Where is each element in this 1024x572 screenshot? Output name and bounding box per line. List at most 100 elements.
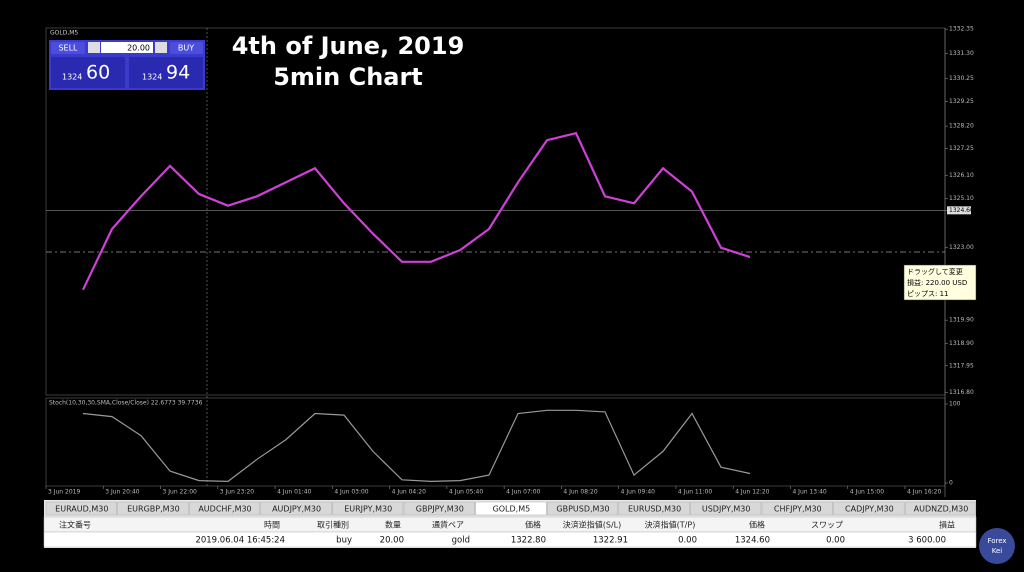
table-header: 決済指値(T/P) [645, 520, 696, 530]
x-tick-label: 3 Jun 22:00 [163, 489, 197, 496]
ask-box[interactable] [129, 57, 203, 88]
tab[interactable] [546, 501, 619, 516]
trade-panel: SELL 20.00 BUY 1324 60 1324 94 [49, 40, 205, 90]
tab[interactable] [260, 501, 332, 516]
bid-box[interactable] [51, 57, 125, 88]
x-tick-label: 4 Jun 03:00 [334, 489, 368, 496]
x-tick-label: 4 Jun 11:00 [678, 489, 712, 496]
tab-label: GBPUSD,M30 [556, 505, 609, 514]
table-header: 決済逆指値(S/L) [563, 520, 621, 530]
tab[interactable] [188, 501, 261, 516]
y-tick-label: 1319.90 [949, 317, 974, 324]
x-tick-label: 4 Jun 12:20 [735, 489, 769, 496]
logo-text: Kei [992, 547, 1003, 555]
x-tick-label: 3 Jun 20:40 [105, 489, 139, 496]
tab-label: AUDNZD,M30 [914, 505, 969, 514]
tab[interactable] [332, 501, 404, 516]
tab-label: CADJPY,M30 [845, 505, 894, 514]
sell-label: SELL [58, 44, 78, 53]
x-tick-label: 4 Jun 05:40 [449, 489, 483, 496]
moving-average-line [82, 131, 751, 291]
x-tick-label: 3 Jun 2019 [48, 489, 80, 496]
tab-label: EURGBP,M30 [127, 505, 180, 514]
y-tick-label: 0 [949, 480, 953, 487]
table-header: 価格 [525, 520, 541, 530]
x-tick-label: 4 Jun 09:40 [621, 489, 655, 496]
indicator-title: Stoch(10,30,30,SMA,Close/Close) 22.6773 … [49, 400, 203, 407]
table-cell: 1322.91 [593, 536, 628, 546]
overlay-subtitle: 5min Chart [273, 63, 423, 91]
sell-button[interactable] [51, 42, 85, 54]
tab-label: GBPJPY,M30 [416, 505, 464, 514]
tab-label: USDJPY,M30 [702, 505, 751, 514]
x-tick-label: 4 Jun 07:00 [506, 489, 540, 496]
buy-label: BUY [178, 44, 194, 53]
table-cell: 0.00 [826, 536, 845, 546]
tab[interactable] [618, 501, 690, 516]
x-tick-label: 4 Jun 04:20 [392, 489, 426, 496]
table-cell: gold [452, 536, 470, 546]
price-highlight [947, 206, 971, 215]
lot-input[interactable] [101, 42, 153, 53]
table-cell: 1324.60 [735, 536, 770, 546]
logo-text: Forex [987, 537, 1006, 545]
window-title: GOLD,M5 [50, 30, 78, 37]
x-tick-label: 3 Jun 23:20 [220, 489, 254, 496]
x-tick-label: 4 Jun 01:40 [277, 489, 311, 496]
lot-down[interactable] [88, 42, 100, 53]
logo [979, 528, 1015, 564]
bid-big: 1324 [62, 73, 82, 82]
y-tick-label: 1318.90 [949, 340, 974, 347]
y-tick-label: 1327.25 [949, 145, 974, 152]
y-tick-label: 1329.25 [949, 98, 974, 105]
table-cell: 3 600.00 [908, 536, 946, 546]
table-cell: 1322.80 [511, 536, 546, 546]
buy-button[interactable] [170, 42, 203, 54]
tooltip-line: ピップス: 11 [907, 290, 949, 298]
table-cell: 20.00 [380, 536, 404, 546]
tab[interactable] [45, 501, 117, 516]
y-tick-label: 1317.95 [949, 362, 974, 369]
y-tick-label: 1328.20 [949, 123, 974, 130]
table-header: 取引種別 [317, 520, 349, 530]
y-tick-label: 1332.35 [949, 26, 974, 33]
tab[interactable] [833, 501, 905, 516]
y-tick-label: 1326.10 [949, 172, 974, 179]
table-header: 注文番号 [59, 520, 91, 530]
x-tick-label: 4 Jun 08:20 [563, 489, 597, 496]
bid-small: 60 [86, 62, 110, 84]
tab-label: AUDJPY,M30 [272, 505, 321, 514]
x-tick-label: 4 Jun 16:20 [907, 489, 941, 496]
stochastic-line [82, 409, 751, 483]
y-tick-label: 1323.00 [949, 244, 974, 251]
y-tick-label: 1316.80 [949, 389, 974, 396]
lot-up[interactable] [155, 42, 167, 53]
tooltip: ドラッグして変更 損益: 220.00 USD ピップス: 11 [903, 264, 977, 301]
table-header: 時間 [264, 521, 280, 530]
tab-label: EURJPY,M30 [344, 505, 392, 514]
tab-label: GOLD,M5 [493, 505, 531, 514]
table-header: 通貨ペア [432, 520, 464, 530]
tab[interactable] [904, 501, 977, 516]
table-header: 価格 [749, 520, 765, 530]
ask-big: 1324 [142, 73, 162, 82]
tab[interactable] [690, 501, 762, 516]
lot-value: 20.00 [127, 44, 150, 53]
ask-small: 94 [166, 62, 190, 84]
y-tick-label: 1324.60 [949, 207, 974, 214]
tab[interactable] [117, 501, 189, 516]
table-cell: 0.00 [678, 536, 697, 546]
x-tick-label: 4 Jun 13:40 [792, 489, 826, 496]
tab[interactable] [403, 501, 475, 516]
table-row-bg [43, 531, 977, 548]
tab-label: EURUSD,M30 [628, 505, 681, 514]
tab[interactable] [761, 501, 833, 516]
y-tick-label: 1331.30 [949, 50, 974, 57]
x-tick-label: 4 Jun 15:00 [850, 489, 884, 496]
tab[interactable] [475, 501, 547, 516]
table-cell: buy [336, 536, 352, 546]
y-tick-label: 1330.25 [949, 75, 974, 82]
y-tick-label: 1325.10 [949, 195, 974, 202]
table-header: スワップ [811, 521, 843, 530]
